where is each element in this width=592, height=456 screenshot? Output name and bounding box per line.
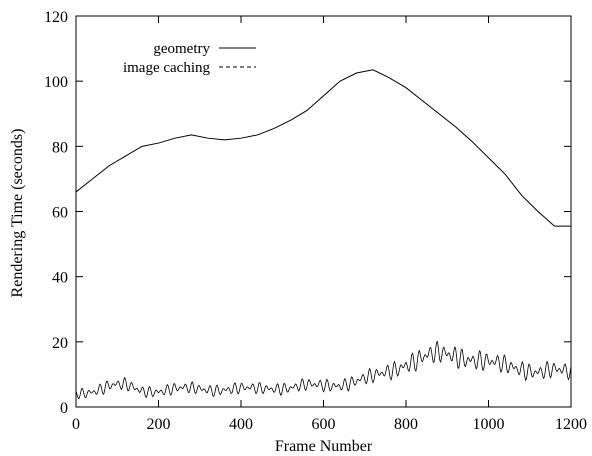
y-tick-label: 80 (52, 139, 68, 156)
x-tick-label: 800 (394, 416, 418, 433)
y-tick-label: 20 (52, 335, 68, 352)
y-tick-label: 40 (52, 270, 68, 287)
y-tick-label: 120 (44, 9, 68, 26)
series-line-image-caching (75, 340, 572, 400)
axes-layer: 0 200 400 600 800 1000 1200 0 20 40 60 80 100 120 (44, 9, 587, 433)
x-tick-label: 0 (72, 416, 80, 433)
y-tick-label: 0 (60, 400, 68, 417)
x-tick-label: 600 (312, 416, 336, 433)
x-tick-label: 400 (229, 416, 253, 433)
x-tick-label: 200 (147, 416, 171, 433)
y-tick-label: 100 (44, 74, 68, 91)
x-axis-label: Frame Number (275, 438, 373, 455)
legend-label: image caching (123, 60, 211, 76)
y-tick-label: 60 (52, 205, 68, 222)
legend: geometry image caching (123, 41, 256, 76)
y-axis-label: Rendering Time (seconds) (9, 129, 26, 298)
series-layer (75, 69, 572, 400)
x-tick-label: 1000 (473, 416, 505, 433)
series-line-geometry (75, 69, 571, 227)
legend-label: geometry (153, 41, 210, 57)
x-tick-label: 1200 (555, 416, 587, 433)
